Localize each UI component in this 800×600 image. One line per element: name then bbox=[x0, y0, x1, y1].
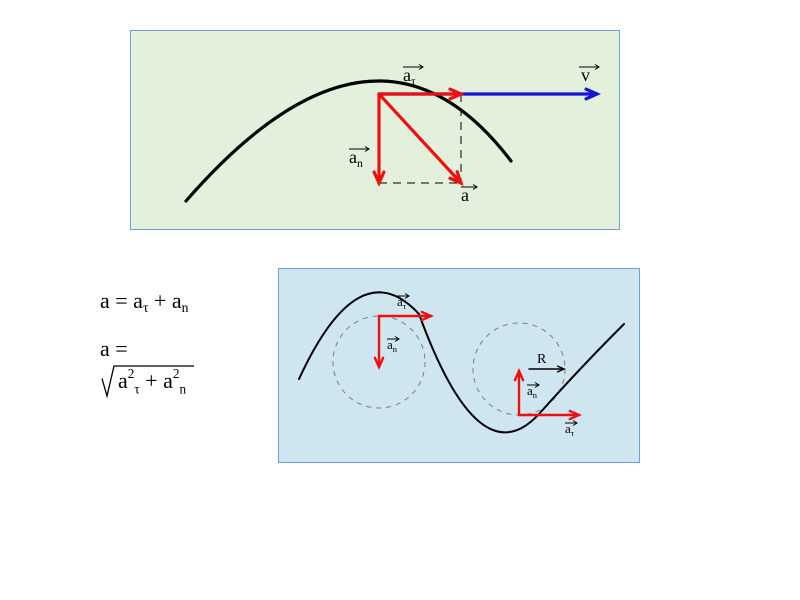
equation-magnitude: a = a2τ + a2n bbox=[100, 336, 196, 400]
equation-vector-sum: a = aτ + an bbox=[100, 288, 188, 316]
svg-text:a: a bbox=[461, 185, 469, 205]
svg-text:aτ: aτ bbox=[397, 294, 407, 311]
panel1-svg: aτ v an a bbox=[131, 31, 621, 231]
panel2-svg: Raτ an aτ an bbox=[279, 269, 641, 464]
svg-text:R: R bbox=[537, 352, 547, 367]
svg-text:an: an bbox=[387, 337, 398, 354]
svg-text:v: v bbox=[581, 65, 590, 85]
svg-text:aτ: aτ bbox=[565, 421, 575, 438]
svg-text:a2τ + a2n: a2τ + a2n bbox=[118, 366, 186, 396]
acceleration-components-panel-parabola: aτ v an a bbox=[130, 30, 620, 230]
svg-text:an: an bbox=[527, 383, 538, 400]
acceleration-components-panel-sine: Raτ an aτ an bbox=[278, 268, 640, 463]
svg-text:aτ: aτ bbox=[403, 65, 416, 88]
svg-text:an: an bbox=[349, 147, 363, 170]
